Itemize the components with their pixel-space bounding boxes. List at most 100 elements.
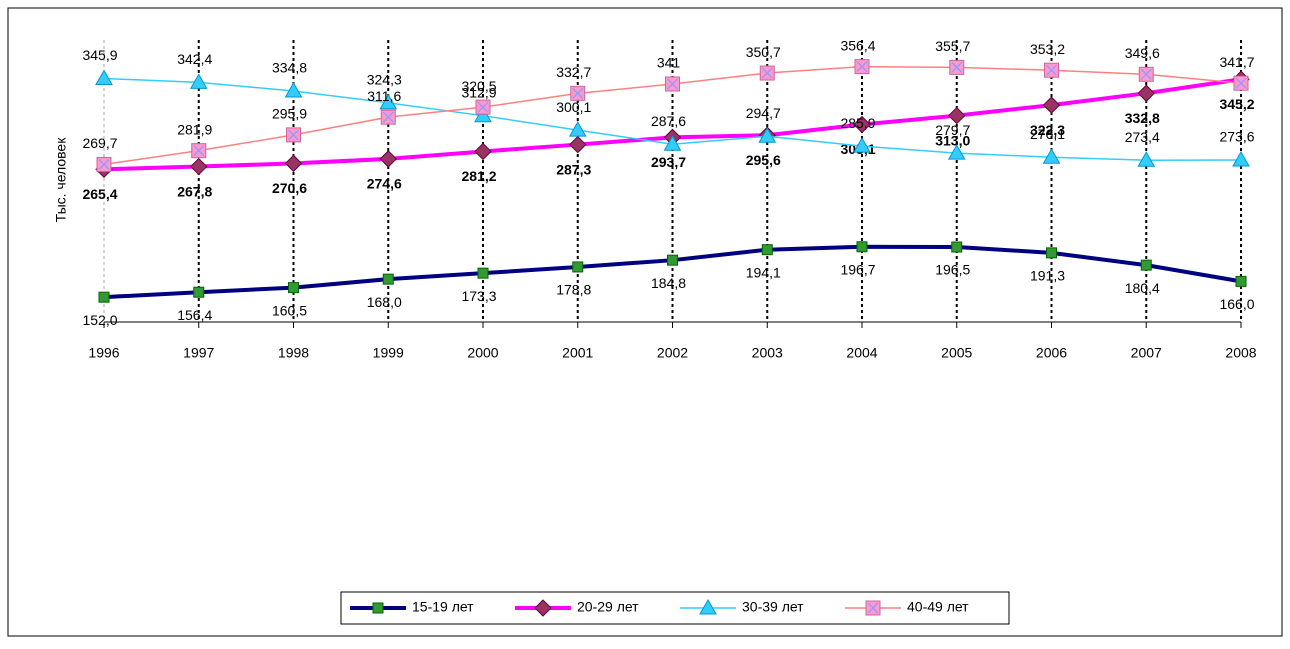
data-label: 274,6 [367,176,402,192]
data-label: 180,4 [1125,280,1160,296]
data-label: 320,5 [461,78,496,94]
legend-label: 20-29 лет [577,599,639,615]
marker-cross [98,158,110,170]
marker [856,241,868,253]
marker [663,135,682,151]
data-label: 160,5 [272,302,307,318]
marker [284,154,303,173]
data-label: 156,4 [177,307,212,323]
data-label: 287,3 [556,161,591,177]
marker [288,282,299,294]
x-tick-label: 2008 [1225,345,1256,361]
data-label: 281,9 [177,121,212,137]
data-label: 287,6 [651,113,686,129]
data-label: 341,7 [1219,54,1254,70]
marker [372,602,384,614]
marker-cross [477,101,489,113]
marker [379,150,397,168]
y-axis-label: Тыс. человек [53,137,69,223]
data-label: 191,3 [1030,268,1065,284]
marker [193,286,205,298]
marker-cross [382,111,394,123]
marker [948,106,966,125]
marker [569,135,587,154]
data-label: 355,7 [935,38,970,54]
marker [568,121,587,137]
marker-cross [1045,64,1058,76]
data-label: 194,1 [746,264,781,280]
data-label: 273,4 [1125,129,1160,145]
x-tick-label: 2001 [562,345,593,361]
x-tick-label: 1998 [278,345,309,361]
data-label: 265,4 [82,186,117,202]
data-label: 311,6 [367,88,401,104]
marker [1137,151,1156,167]
marker-cross [951,61,963,73]
legend-label: 30-39 лет [742,599,804,615]
marker [379,93,398,110]
marker-cross [1235,77,1247,89]
data-label: 196,5 [935,262,970,278]
marker [382,273,394,285]
data-label: 293,7 [651,154,686,170]
data-label: 294,7 [746,105,781,121]
marker-cross [572,87,584,99]
x-tick-label: 2007 [1131,345,1162,361]
data-label: 276,1 [1030,126,1065,142]
data-label: 184,8 [651,275,686,291]
data-label: 353,2 [1030,41,1065,57]
data-label: 285,9 [840,115,875,131]
data-label: 270,6 [272,180,307,196]
marker [1046,247,1057,259]
x-tick-label: 2006 [1036,345,1067,361]
x-tick-label: 2002 [657,345,688,361]
data-label: 295,9 [272,106,307,122]
marker [1235,275,1247,287]
data-label: 332,7 [556,64,591,80]
data-label: 168,0 [367,294,402,310]
marker [667,254,678,266]
marker [853,137,871,153]
marker-cross [1140,68,1152,80]
legend-label: 40-49 лет [907,599,969,615]
marker-cross [193,145,205,157]
data-label: 356,4 [840,37,875,53]
marker [761,244,773,256]
x-tick-label: 1996 [88,345,119,361]
data-label: 178,8 [556,282,591,298]
data-label: 334,8 [272,60,307,76]
data-label: 267,8 [177,183,212,199]
data-label: 273,6 [1219,129,1254,145]
marker [190,157,208,176]
marker [947,144,966,160]
marker [853,115,871,134]
marker [474,142,492,161]
data-label: 196,7 [840,261,875,277]
x-tick-label: 2004 [846,345,877,361]
data-label: 345,2 [1219,96,1254,112]
x-tick-label: 2003 [752,345,783,361]
marker [1137,84,1155,102]
marker [1042,148,1061,164]
data-label: 166,0 [1219,296,1254,312]
marker-cross [856,61,868,73]
marker-cross [867,602,879,614]
x-tick-label: 2000 [467,345,498,361]
data-label: 269,7 [82,135,117,151]
marker [1140,259,1152,271]
marker [284,81,303,98]
marker [758,127,777,143]
data-label: 173,3 [461,288,496,304]
marker [951,241,963,253]
x-tick-label: 1997 [183,345,214,361]
data-label: 324,3 [367,72,402,88]
marker [98,291,110,303]
data-label: 152,0 [82,312,117,328]
data-label: 341 [657,55,681,71]
data-label: 350,7 [746,44,781,60]
data-label: 349,6 [1125,45,1160,61]
marker-cross [287,129,300,141]
marker [1042,96,1061,114]
marker [1232,151,1250,167]
